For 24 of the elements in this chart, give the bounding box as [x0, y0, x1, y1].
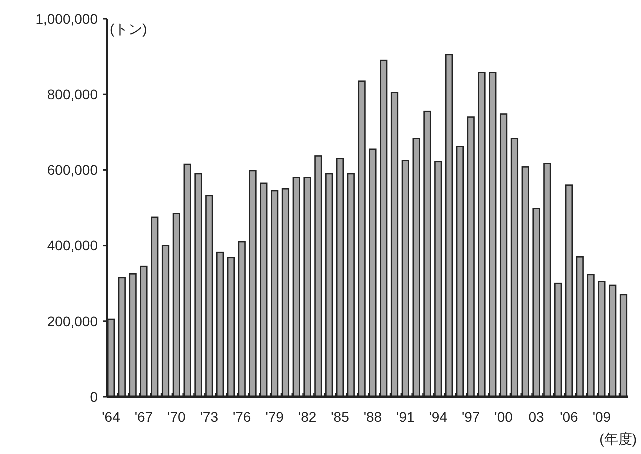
- x-tick-label: '09: [592, 409, 612, 425]
- x-axis-title: (年度): [600, 431, 637, 447]
- y-tick-label: 0: [90, 388, 98, 405]
- y-tick-label: 800,000: [47, 86, 98, 102]
- y-tick-label: 600,000: [47, 162, 98, 178]
- y-tick-label: 1,000,000: [36, 10, 98, 27]
- x-tick-label: '79: [266, 409, 284, 425]
- y-axis-title: (トン): [110, 21, 148, 37]
- x-tick-label: '88: [364, 409, 382, 425]
- x-tick-label: '97: [462, 409, 480, 425]
- x-tick-label: '73: [200, 409, 219, 425]
- x-tick-label: '94: [429, 409, 448, 425]
- x-tick-label: '76: [232, 409, 252, 425]
- x-tick-label: '82: [298, 409, 317, 425]
- x-tick-label: 03: [528, 409, 545, 425]
- x-tick-label: '70: [168, 409, 186, 425]
- x-tick-label: '00: [494, 409, 514, 425]
- y-tick-label: 200,000: [47, 313, 98, 330]
- x-tick-label: '06: [560, 409, 579, 425]
- x-tick-label: '67: [134, 409, 154, 425]
- x-tick-label: '85: [331, 409, 350, 425]
- y-tick-label: 400,000: [47, 238, 98, 254]
- x-tick-label: '64: [102, 409, 121, 425]
- x-tick-label: '91: [396, 409, 415, 425]
